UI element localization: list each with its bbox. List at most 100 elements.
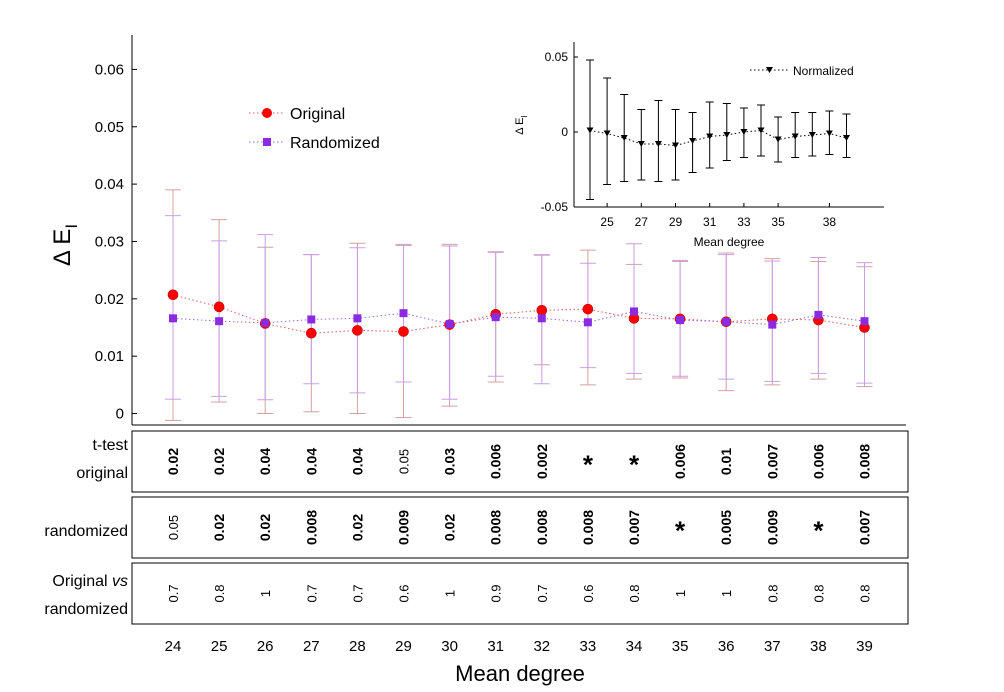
table-cell-value: 0.02: [211, 448, 227, 475]
data-point-original: [167, 289, 179, 301]
table-cell-value: 1: [258, 590, 273, 597]
x-tick-label: 39: [856, 638, 873, 655]
data-point-randomized: [814, 310, 823, 319]
x-tick-label: 28: [349, 638, 366, 655]
table-cell-value: 0.6: [397, 584, 412, 602]
series-line: [172, 294, 865, 334]
table-cell-value: 0.008: [303, 510, 319, 545]
table-cell-value: 0.6: [581, 584, 596, 602]
main-y-label-main: Δ E: [49, 229, 76, 266]
table-cell-value: 0.008: [857, 444, 873, 479]
main-y-axis-label: Δ EI: [49, 224, 81, 266]
table-cell-value: 0.009: [764, 510, 780, 545]
table-cell-value: 0.007: [764, 444, 780, 479]
table-cell-value: 0.007: [626, 510, 642, 545]
table-cell-value: 0.04: [303, 448, 319, 475]
table-cell-value: 0.05: [397, 449, 412, 474]
main-plot: 00.010.020.030.040.050.06Δ EIOriginalRan…: [49, 35, 906, 426]
table-cell-value: 0.04: [349, 448, 365, 475]
inset-y-label-sub: I: [520, 115, 529, 117]
data-point-randomized: [676, 316, 685, 325]
table-cell-value: 0.7: [535, 584, 550, 602]
data-point-randomized: [307, 315, 316, 324]
table-cell-value: 0.007: [857, 510, 873, 545]
markers-randomized: [169, 307, 869, 329]
significance-table: t-test original randomized Original vs rando…: [44, 430, 909, 686]
table-cell-star: *: [629, 450, 640, 480]
table-cell-value: 0.02: [349, 514, 365, 541]
data-point-randomized: [537, 314, 546, 323]
inset-legend-marker: [766, 67, 773, 73]
data-point-original: [305, 327, 317, 339]
table-cell-value: 1: [443, 590, 458, 597]
inset-plot: -0.05 0 0.05 25 27 29 31 33 35 38 Mean degree Δ EI N…: [514, 37, 884, 249]
table-cell-value: 0.7: [304, 584, 319, 602]
legend-marker-randomized: [263, 138, 271, 146]
inset-data-point: [825, 130, 833, 137]
row-label-randomized: randomized: [44, 523, 128, 540]
row-label-randomized-2: randomized: [44, 601, 128, 618]
row-label-ttest: t-test: [92, 437, 128, 454]
inset-data-point: [791, 133, 799, 140]
table-cell-value: 0.008: [580, 510, 596, 545]
row-label-original-vs: Original vs: [52, 573, 128, 590]
table-cell-value: 1: [719, 590, 734, 597]
data-point-original: [536, 304, 548, 316]
x-tick-label: 37: [764, 638, 781, 655]
series-original: [165, 189, 873, 421]
table-cell-value: 0.7: [166, 584, 181, 602]
inset-x-tick-label: 29: [669, 215, 683, 229]
series-randomized: [165, 215, 873, 401]
table-cell-value: 0.006: [488, 444, 504, 479]
main-x-axis-label: Mean degree: [455, 661, 585, 686]
inset-legend-label: Normalized: [793, 64, 854, 78]
legend-label: Original: [290, 106, 345, 123]
inset-y-axis-label: Δ EI: [514, 115, 529, 134]
x-tick-label: 26: [257, 638, 274, 655]
table-cell-star: *: [583, 450, 594, 480]
x-tick-label: 25: [211, 638, 228, 655]
data-point-randomized: [722, 317, 731, 326]
table-cell-value: 0.8: [858, 584, 873, 602]
table-cell-value: 0.8: [627, 584, 642, 602]
main-y-tick-label: 0.06: [95, 61, 124, 78]
table-cell-value: 0.02: [165, 448, 181, 475]
x-tick-label: 35: [672, 638, 689, 655]
data-point-randomized: [860, 317, 869, 326]
table-cell-value: 0.9: [489, 584, 504, 602]
inset-x-tick-label: 27: [635, 215, 649, 229]
inset-data-point: [654, 141, 662, 147]
inset-y-tick-label: 0.05: [545, 50, 569, 64]
data-point-original: [582, 303, 594, 315]
inset-background: [574, 37, 884, 207]
table-cell-value: 0.8: [765, 584, 780, 602]
table-cell-value: 0.7: [350, 584, 365, 602]
inset-series-line: [589, 129, 847, 147]
inset-data-point: [740, 129, 748, 135]
x-tick-label: 38: [810, 638, 827, 655]
table-cell-value: 0.006: [672, 444, 688, 479]
table-row-box: [131, 562, 909, 625]
table-cell-value: 0.005: [718, 510, 734, 545]
x-tick-label: 29: [395, 638, 412, 655]
inset-data-point: [808, 132, 816, 138]
inset-x-axis-label: Mean degree: [694, 235, 765, 249]
table-cell-value: 0.03: [442, 448, 458, 475]
x-tick-label: 31: [487, 638, 504, 655]
markers-original: [167, 289, 870, 339]
main-y-label-sub: I: [62, 224, 81, 229]
inset-y-tick-label: -0.05: [541, 200, 569, 214]
inset-x-tick-label: 33: [737, 215, 751, 229]
inset-data-point: [706, 133, 714, 140]
data-point-randomized: [399, 309, 408, 318]
inset-data-point: [672, 142, 679, 149]
inset-y-tick-label: 0: [561, 125, 568, 139]
table-cell-value: 1: [673, 590, 688, 597]
x-tick-label: 33: [580, 638, 597, 655]
inset-y-label-main: Δ E: [514, 118, 526, 135]
data-point-randomized: [768, 320, 777, 329]
series-line: [172, 310, 865, 326]
table-cell-value: 0.008: [534, 510, 550, 545]
inset-data-point: [774, 136, 782, 143]
